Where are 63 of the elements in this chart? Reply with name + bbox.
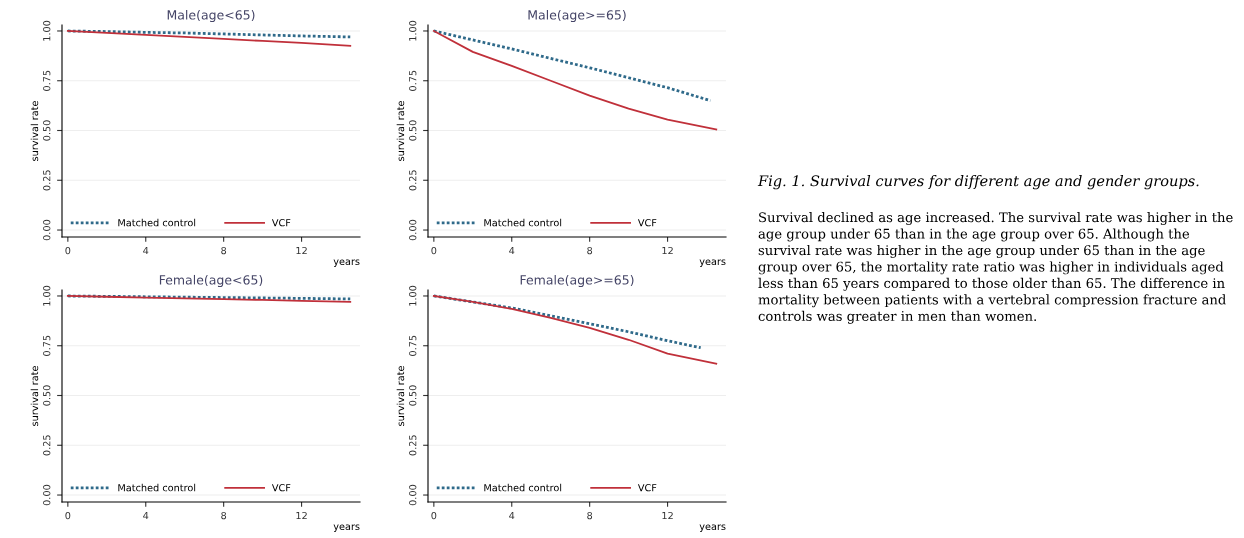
x-tick-label: 8	[587, 246, 593, 255]
x-axis-title: years	[699, 259, 726, 267]
x-tick-label: 0	[65, 511, 71, 520]
y-axis-title: survival rate	[30, 366, 39, 426]
y-tick-label: 0.50	[409, 385, 417, 406]
y-tick-label: 0.25	[43, 435, 51, 456]
x-tick-label: 0	[65, 246, 71, 255]
y-tick-label: 0.00	[43, 219, 51, 241]
y-tick-label: 0.25	[43, 170, 51, 191]
x-tick-label: 4	[143, 247, 149, 255]
y-axis-title: survival rate	[396, 101, 405, 161]
legend-label: VCF	[637, 484, 657, 492]
chart-title: Female(age<65)	[159, 274, 263, 288]
y-tick-label: 1.00	[43, 285, 51, 306]
y-tick-label: 0.00	[409, 219, 417, 241]
text: Survival declined as age increased. The survival rate was higher in the age group under 65 than in the age group over 65. Although the survival rate was higher in the age group under 65 than in the age group over 65, the mortality rate ratio was higher in individuals aged less than 65 years compared to those older than 65. The difference in mortality between patients with a vertebral compression fracture and controls was greater in men than women.	[758, 212, 1233, 324]
line-series	[432, 295, 718, 365]
legend-label: VCF	[271, 219, 291, 227]
y-tick-label: 0.50	[409, 120, 417, 141]
x-tick-label: 8	[221, 246, 227, 255]
legend-label: Matched control	[484, 218, 562, 227]
y-tick-label: 0.00	[43, 484, 51, 506]
y-tick-label: 0.75	[43, 335, 51, 356]
y-tick-label: 0.75	[43, 70, 51, 91]
x-axis-title: years	[699, 524, 726, 532]
y-tick-label: 0.00	[409, 484, 417, 506]
legend-label: Matched control	[118, 218, 196, 227]
y-axis-title: survival rate	[396, 366, 405, 426]
x-tick-label: 0	[431, 511, 437, 520]
x-tick-label: 4	[509, 512, 515, 520]
legend-label: Matched control	[484, 483, 562, 492]
y-tick-label: 0.25	[409, 170, 417, 191]
y-tick-label: 0.50	[43, 120, 51, 141]
x-axis-title: years	[333, 259, 360, 267]
chart-title: Female(age>=65)	[520, 274, 634, 288]
line-series	[432, 29, 712, 103]
chart-title: Male(age>=65)	[528, 9, 626, 23]
legend-label: VCF	[637, 219, 657, 227]
x-tick-label: 12	[662, 511, 673, 520]
x-tick-label: 12	[662, 246, 673, 255]
legend-label: Matched control	[118, 483, 196, 492]
x-tick-label: 4	[509, 247, 515, 255]
line-series	[432, 294, 703, 350]
text: Fig. 1. Survival curves for different age and gender groups.	[757, 175, 1199, 190]
legend-label: VCF	[271, 484, 291, 492]
y-axis-title: survival rate	[30, 101, 39, 161]
y-tick-label: 1.00	[43, 20, 51, 41]
x-tick-label: 8	[221, 511, 227, 520]
x-tick-label: 0	[431, 246, 437, 255]
x-tick-label: 12	[296, 246, 307, 255]
line-series	[66, 30, 352, 47]
x-tick-label: 4	[143, 512, 149, 520]
y-tick-label: 0.50	[43, 385, 51, 406]
y-tick-label: 1.00	[409, 20, 417, 41]
y-tick-label: 1.00	[409, 285, 417, 306]
x-axis-title: years	[333, 524, 360, 532]
y-tick-label: 0.75	[409, 70, 417, 91]
line-series	[432, 30, 718, 131]
x-tick-label: 12	[296, 511, 307, 520]
y-tick-label: 0.25	[409, 435, 417, 456]
x-tick-label: 8	[587, 511, 593, 520]
chart-title: Male(age<65)	[167, 9, 255, 23]
y-tick-label: 0.75	[409, 335, 417, 356]
